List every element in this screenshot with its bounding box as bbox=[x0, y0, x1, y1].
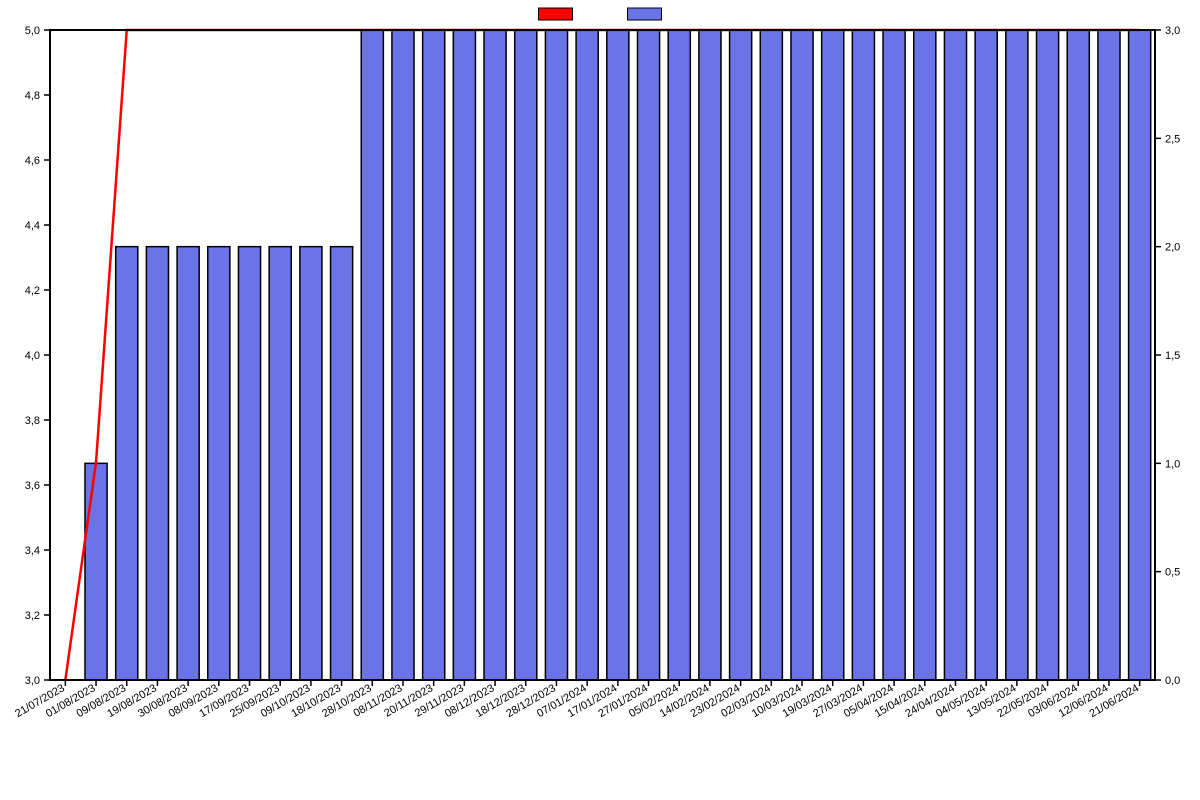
y-right-label: 1,5 bbox=[1165, 350, 1180, 362]
bar bbox=[852, 30, 874, 680]
bar bbox=[177, 247, 199, 680]
bar bbox=[699, 30, 721, 680]
bar bbox=[607, 30, 629, 680]
bar bbox=[515, 30, 537, 680]
y-left-label: 4,8 bbox=[25, 90, 40, 102]
y-left-label: 3,6 bbox=[25, 480, 40, 492]
bar bbox=[637, 30, 659, 680]
bar bbox=[453, 30, 475, 680]
bar bbox=[1098, 30, 1120, 680]
bar bbox=[331, 247, 353, 680]
bar bbox=[116, 247, 138, 680]
bar bbox=[975, 30, 997, 680]
bar bbox=[545, 30, 567, 680]
y-right-label: 2,0 bbox=[1165, 242, 1180, 254]
y-left-label: 4,4 bbox=[25, 220, 40, 232]
bar bbox=[576, 30, 598, 680]
y-left-label: 4,0 bbox=[25, 350, 40, 362]
bar bbox=[484, 30, 506, 680]
chart-container: 3,0 3,2 3,4 3,6 3,8 4,0 4,2 4,4 4,6 4,8 5,0 0,0 0,5 1… bbox=[0, 0, 1200, 800]
bar bbox=[208, 247, 230, 680]
bar bbox=[1129, 30, 1151, 680]
legend-swatch bbox=[539, 8, 573, 20]
bar bbox=[392, 30, 414, 680]
chart-svg: 3,0 3,2 3,4 3,6 3,8 4,0 4,2 4,4 4,6 4,8 5,0 0,0 0,5 1… bbox=[0, 0, 1200, 800]
y-left-label: 3,4 bbox=[25, 545, 40, 557]
bar bbox=[822, 30, 844, 680]
y-left-label: 3,2 bbox=[25, 610, 40, 622]
y-left-label: 5,0 bbox=[25, 25, 40, 37]
bar bbox=[1067, 30, 1089, 680]
bar bbox=[1006, 30, 1028, 680]
bar bbox=[146, 247, 168, 680]
bar bbox=[361, 30, 383, 680]
bar bbox=[85, 463, 107, 680]
y-right-label: 0,0 bbox=[1165, 675, 1180, 687]
y-right-label: 1,0 bbox=[1165, 458, 1180, 470]
bar bbox=[914, 30, 936, 680]
bar bbox=[883, 30, 905, 680]
bar bbox=[760, 30, 782, 680]
y-left-label: 4,6 bbox=[25, 155, 40, 167]
y-left-label: 3,0 bbox=[25, 675, 40, 687]
bar bbox=[423, 30, 445, 680]
y-left-label: 4,2 bbox=[25, 285, 40, 297]
bar bbox=[1037, 30, 1059, 680]
y-right-label: 3,0 bbox=[1165, 25, 1180, 37]
y-right-label: 2,5 bbox=[1165, 133, 1180, 145]
bar bbox=[730, 30, 752, 680]
bar bbox=[269, 247, 291, 680]
bar bbox=[238, 247, 260, 680]
bar bbox=[944, 30, 966, 680]
legend-swatch bbox=[628, 8, 662, 20]
bar bbox=[300, 247, 322, 680]
y-right-label: 0,5 bbox=[1165, 567, 1180, 579]
y-left-label: 3,8 bbox=[25, 415, 40, 427]
bar bbox=[668, 30, 690, 680]
bar bbox=[791, 30, 813, 680]
